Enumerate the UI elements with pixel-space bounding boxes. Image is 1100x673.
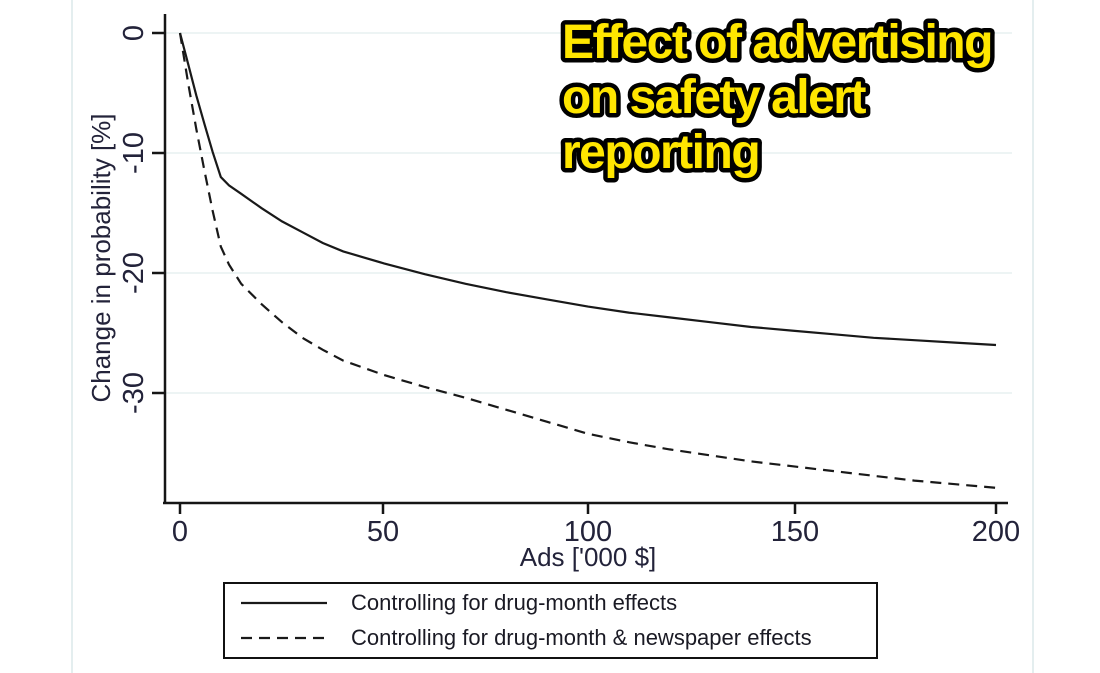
data-curves [178, 32, 997, 489]
legend-box: Controlling for drug-month effects Contr… [223, 582, 878, 659]
x-tick-label-50: 50 [367, 516, 399, 548]
legend-row-solid: Controlling for drug-month effects [225, 587, 876, 619]
x-axis-title: Ads ['000 $] [520, 542, 657, 572]
overlay-title-line-2: on safety alert [562, 71, 866, 124]
overlay-title: Effect of advertising on safety alert re… [558, 12, 998, 184]
curve-solid [178, 32, 997, 347]
y-tick-label--20: -20 [118, 252, 150, 294]
x-tick-marks [178, 503, 998, 514]
legend-label-dashed: Controlling for drug-month & newspaper e… [351, 625, 812, 650]
y-tick-label--10: -10 [118, 132, 150, 174]
gridlines [165, 32, 1012, 394]
y-tick-label-0: 0 [118, 25, 150, 41]
overlay-title-line-3: reporting [562, 126, 759, 179]
curve-dashed [178, 32, 997, 489]
y-tick-marks [152, 31, 165, 395]
x-tick-label-200: 200 [972, 516, 1020, 548]
legend-label-solid: Controlling for drug-month effects [351, 590, 678, 615]
x-tick-label-150: 150 [771, 516, 819, 548]
legend-row-dashed: Controlling for drug-month & newspaper e… [225, 622, 876, 654]
solid-line-swatch [241, 601, 327, 605]
y-tick-label--30: -30 [118, 372, 150, 414]
dashed-line-swatch [241, 636, 327, 640]
overlay-title-line-1: Effect of advertising [562, 16, 992, 69]
x-tick-label-0: 0 [172, 516, 188, 548]
x-tick-label-100: 100 [564, 516, 612, 548]
y-axis-title: Change in probability [%] [86, 113, 116, 402]
